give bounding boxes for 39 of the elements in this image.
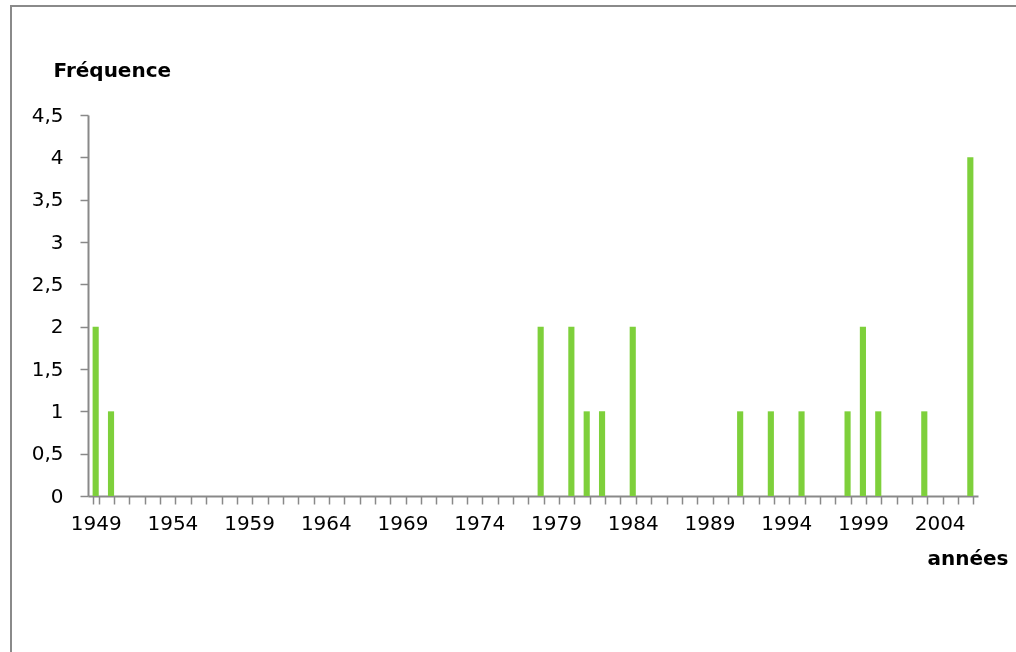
y-tick-label: 2,5 [31,271,64,296]
y-tick-label: 1,5 [31,356,64,381]
y-axis-title: Fréquence [53,57,172,82]
bar [921,411,928,496]
bar [737,411,744,496]
bar [598,411,606,496]
y-tick-label: 4 [50,144,64,169]
x-tick-label: 1969 [377,510,429,535]
x-tick-label: 1979 [531,510,582,535]
x-tick-label: 1974 [454,510,506,535]
bar [107,411,115,496]
bar [798,411,805,496]
x-tick-label: 1959 [224,510,276,535]
y-tick-label: 4,5 [31,102,64,127]
x-tick-label: 1999 [837,510,889,535]
x-axis-title: années [927,545,1009,570]
y-tick-label: 0 [50,483,64,508]
x-tick-label: 1949 [70,510,122,535]
bar [844,411,851,496]
bar [583,411,590,496]
bar [875,411,882,496]
y-tick-label: 3,5 [31,187,64,212]
y-tick-label: 0,5 [31,441,64,466]
x-tick-label: 1964 [300,510,352,535]
x-tick-label: 2004 [914,510,966,535]
bar [537,326,544,496]
bar [767,411,774,496]
x-tick-label: 1989 [684,510,736,535]
bar [967,157,974,496]
x-tick-label: 1954 [147,510,199,535]
bar [859,326,866,496]
bar [92,326,99,496]
y-tick-label: 3 [50,229,64,254]
y-tick-label: 2 [50,314,64,339]
bar [568,326,575,496]
bar [629,326,636,496]
x-tick-label: 1984 [607,510,659,535]
x-tick-label: 1994 [761,510,813,535]
y-tick-label: 1 [50,398,64,423]
